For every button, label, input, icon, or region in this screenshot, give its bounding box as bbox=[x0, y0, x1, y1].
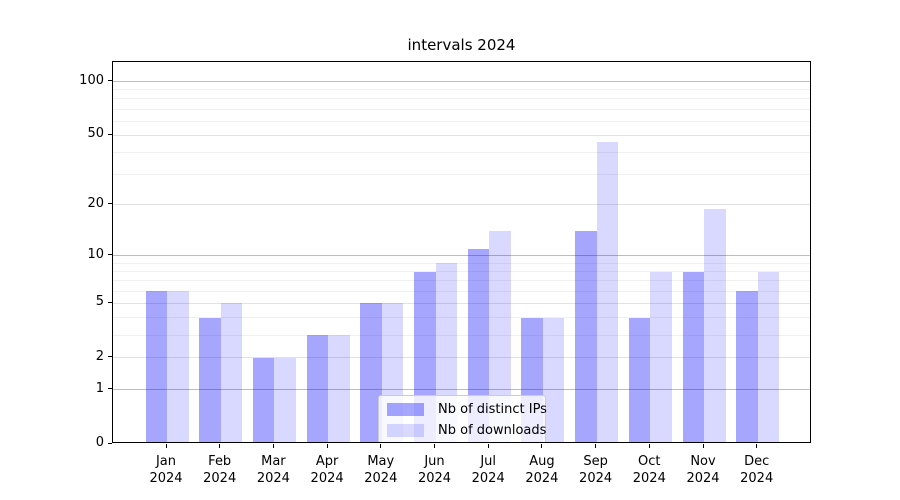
bar-nb-of-distinct-ips-dec-2024 bbox=[736, 291, 758, 442]
xtick-mark-may-2024 bbox=[380, 444, 382, 448]
bar-nb-of-downloads-jul-2024 bbox=[489, 231, 511, 442]
ytick-mark-5 bbox=[108, 301, 112, 303]
bar-nb-of-distinct-ips-apr-2024 bbox=[306, 335, 329, 442]
ytick-mark-50 bbox=[108, 133, 112, 135]
xtick-label-feb-2024: Feb 2024 bbox=[203, 454, 237, 486]
ytick-mark-20 bbox=[108, 203, 112, 205]
xtick-label-jul-2024: Jul 2024 bbox=[471, 454, 505, 486]
xtick-label-oct-2024: Oct 2024 bbox=[632, 454, 666, 486]
gridline-50 bbox=[113, 134, 810, 136]
ytick-mark-1 bbox=[108, 388, 112, 390]
ytick-label-100: 100 bbox=[79, 72, 104, 88]
bar-nb-of-distinct-ips-feb-2024 bbox=[199, 317, 221, 442]
bar-nb-of-distinct-ips-may-2024 bbox=[360, 303, 382, 442]
xtick-mark-dec-2024 bbox=[756, 444, 758, 448]
xtick-mark-jan-2024 bbox=[165, 444, 167, 448]
chart-title: intervals 2024 bbox=[407, 36, 516, 54]
xtick-label-sep-2024: Sep 2024 bbox=[579, 454, 613, 486]
legend-label-distinct-ips: Nb of distinct IPs bbox=[438, 402, 547, 417]
xtick-mark-mar-2024 bbox=[272, 444, 274, 448]
bar-nb-of-distinct-ips-jan-2024 bbox=[145, 291, 167, 442]
xtick-mark-feb-2024 bbox=[219, 444, 221, 448]
legend-swatch-distinct-ips bbox=[387, 403, 424, 416]
ytick-label-2: 2 bbox=[95, 348, 104, 364]
ytick-mark-100 bbox=[108, 80, 112, 82]
gridline-9 bbox=[113, 262, 810, 264]
gridline-4 bbox=[113, 317, 810, 319]
xtick-mark-nov-2024 bbox=[702, 444, 704, 448]
gridline-10 bbox=[113, 255, 810, 257]
ytick-label-50: 50 bbox=[87, 126, 104, 142]
legend-label-downloads: Nb of downloads bbox=[438, 423, 547, 438]
xtick-label-apr-2024: Apr 2024 bbox=[310, 454, 344, 486]
ytick-label-0: 0 bbox=[95, 435, 104, 450]
bar-nb-of-downloads-sep-2024 bbox=[596, 141, 619, 442]
plot-area: Nb of distinct IPs Nb of downloads bbox=[112, 61, 811, 443]
gridline-70 bbox=[113, 108, 810, 110]
gridline-100 bbox=[113, 81, 810, 83]
gridline-8 bbox=[113, 271, 810, 272]
xtick-label-aug-2024: Aug 2024 bbox=[525, 454, 559, 486]
bar-nb-of-distinct-ips-sep-2024 bbox=[575, 231, 597, 442]
gridline-2 bbox=[113, 357, 810, 359]
gridline-30 bbox=[113, 173, 810, 175]
bar-nb-of-distinct-ips-jul-2024 bbox=[467, 248, 490, 442]
xtick-mark-apr-2024 bbox=[326, 444, 328, 448]
xtick-mark-jun-2024 bbox=[434, 444, 435, 448]
ytick-label-10: 10 bbox=[87, 246, 104, 262]
gridline-3 bbox=[113, 334, 810, 336]
gridline-7 bbox=[113, 280, 810, 282]
bar-nb-of-downloads-nov-2024 bbox=[704, 208, 726, 442]
ytick-mark-2 bbox=[108, 356, 112, 358]
bar-nb-of-downloads-apr-2024 bbox=[328, 335, 350, 442]
gridline-20 bbox=[113, 204, 810, 206]
gridline-60 bbox=[113, 120, 810, 122]
gridline-6 bbox=[113, 290, 810, 292]
legend: Nb of distinct IPs Nb of downloads bbox=[378, 395, 547, 442]
gridline-40 bbox=[113, 151, 810, 153]
xtick-label-jan-2024: Jan 2024 bbox=[149, 454, 183, 486]
bar-nb-of-downloads-dec-2024 bbox=[757, 271, 780, 442]
ytick-label-1: 1 bbox=[95, 380, 104, 396]
xtick-mark-jul-2024 bbox=[487, 444, 489, 448]
bar-nb-of-downloads-feb-2024 bbox=[220, 303, 243, 442]
bar-nb-of-downloads-oct-2024 bbox=[650, 271, 672, 442]
gridline-1 bbox=[113, 389, 810, 391]
xtick-mark-oct-2024 bbox=[648, 444, 650, 448]
ytick-mark-10 bbox=[108, 254, 112, 256]
gridline-80 bbox=[113, 98, 810, 100]
xtick-label-may-2024: May 2024 bbox=[364, 454, 398, 486]
legend-swatch-downloads bbox=[387, 424, 424, 437]
gridline-90 bbox=[113, 89, 810, 91]
bar-nb-of-downloads-aug-2024 bbox=[542, 317, 565, 442]
xtick-mark-sep-2024 bbox=[595, 444, 597, 448]
bar-nb-of-distinct-ips-nov-2024 bbox=[682, 271, 704, 442]
xtick-mark-aug-2024 bbox=[541, 444, 543, 448]
bar-nb-of-downloads-jan-2024 bbox=[167, 291, 189, 442]
ytick-label-5: 5 bbox=[95, 294, 104, 310]
ytick-label-20: 20 bbox=[87, 195, 104, 211]
bar-nb-of-distinct-ips-oct-2024 bbox=[628, 317, 651, 442]
legend-item-distinct-ips: Nb of distinct IPs bbox=[387, 401, 547, 418]
bar-nb-of-downloads-mar-2024 bbox=[274, 357, 296, 442]
xtick-label-dec-2024: Dec 2024 bbox=[740, 454, 774, 486]
xtick-label-nov-2024: Nov 2024 bbox=[686, 454, 720, 486]
ytick-mark-0 bbox=[108, 442, 112, 444]
xtick-label-jun-2024: Jun 2024 bbox=[417, 454, 452, 486]
legend-item-downloads: Nb of downloads bbox=[387, 422, 546, 439]
bar-nb-of-distinct-ips-mar-2024 bbox=[252, 357, 275, 442]
xtick-label-mar-2024: Mar 2024 bbox=[256, 454, 290, 486]
gridline-5 bbox=[113, 302, 810, 304]
